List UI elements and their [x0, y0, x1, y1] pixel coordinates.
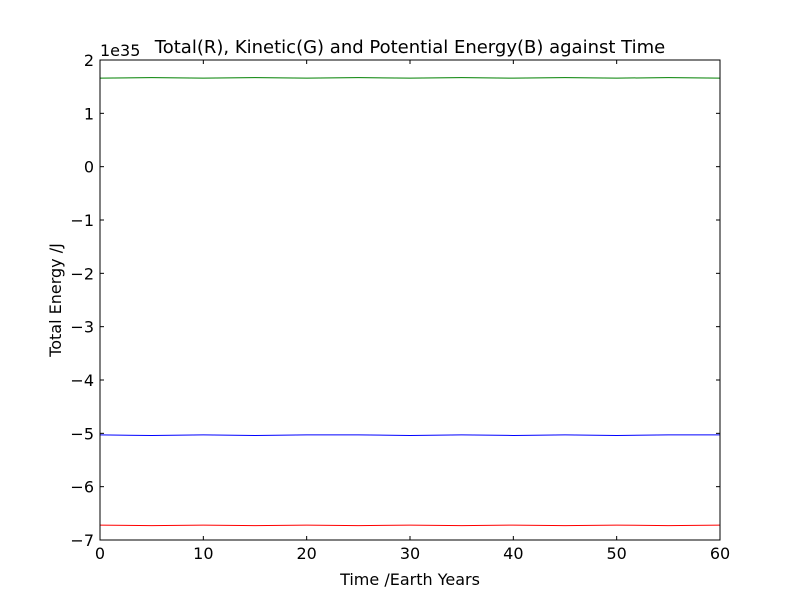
x-tick-label: 20 [296, 544, 316, 563]
y-tick-label: −7 [70, 531, 94, 550]
y-tick-label: −2 [70, 264, 94, 283]
y-tick-label: −5 [70, 424, 94, 443]
x-tick-label: 50 [606, 544, 626, 563]
x-tick-label: 10 [193, 544, 213, 563]
x-axis-label: Time /Earth Years [339, 570, 480, 589]
y-tick-label: −4 [70, 371, 94, 390]
x-tick-label: 60 [710, 544, 730, 563]
y-tick-label: 1 [84, 104, 94, 123]
y-tick-label: −1 [70, 211, 94, 230]
y-tick-label: 2 [84, 51, 94, 70]
series-line-0 [99, 77, 721, 79]
plot-series [99, 77, 721, 527]
plot-frame [99, 59, 721, 541]
chart-title: Total(R), Kinetic(G) and Potential Energ… [154, 37, 665, 58]
y-tick-label: −3 [70, 318, 94, 337]
y-axis-label: Total Energy /J [46, 243, 65, 358]
x-tick-label: 0 [95, 544, 105, 563]
series-line-2 [99, 524, 721, 527]
y-tick-label: 0 [84, 158, 94, 177]
series-line-1 [99, 434, 720, 436]
x-tick-label: 40 [503, 544, 523, 563]
y-offset-label: 1e35 [100, 41, 140, 60]
x-tick-label: 30 [400, 544, 420, 563]
y-tick-label: −6 [70, 478, 94, 497]
